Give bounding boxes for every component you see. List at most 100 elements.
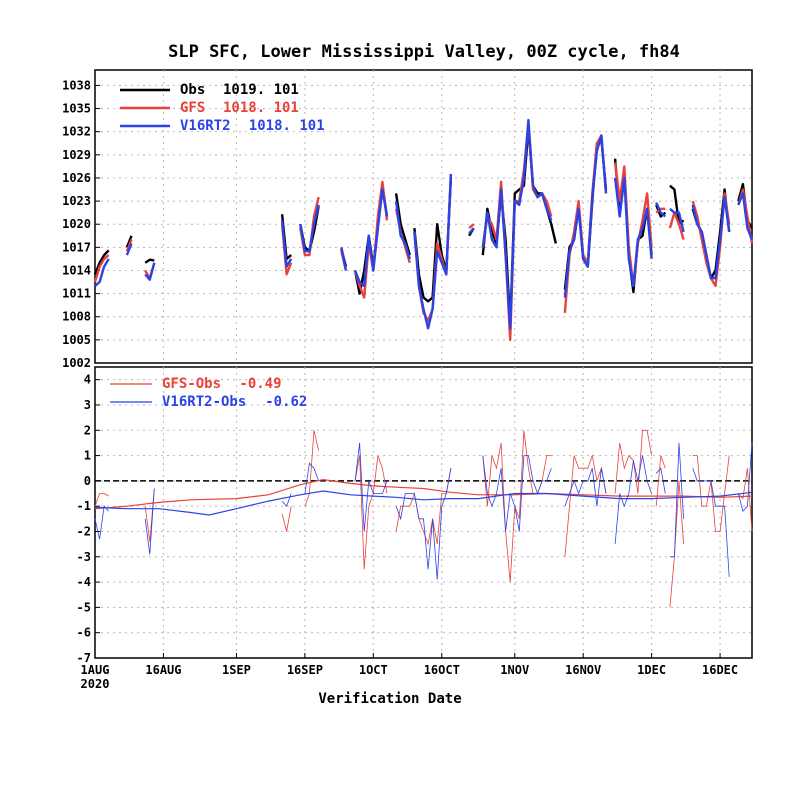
series-v16rt2-line: [353, 188, 389, 288]
series-obs-line: [481, 126, 557, 326]
top-panel-ytick-label: 1035: [62, 102, 91, 116]
top-panel-ytick-label: 1023: [62, 194, 91, 208]
xtick-label: 1DEC: [637, 663, 666, 677]
chart-title: SLP SFC, Lower Mississippi Valley, 00Z c…: [168, 42, 680, 62]
series-v16rt2-obs-daily-line: [669, 442, 684, 558]
series-gfs-line: [481, 122, 553, 342]
xtick-year-label: 2020: [81, 677, 110, 691]
bottom-panel: -7 -6 -5 -4 -3 -2 -1 0 1 2 3 4 GFS-Obs -0.49 V16RT2-Ob…: [77, 366, 753, 665]
series-v16rt2-obs-daily-line: [144, 488, 155, 555]
series-v16rt2-obs-daily-line: [354, 442, 388, 532]
series-obs-line: [413, 177, 453, 303]
legend-gfs-name: GFS: [180, 100, 205, 116]
series-v16rt2-line: [94, 258, 110, 287]
bottom-panel-ytick-label: -1: [77, 499, 91, 513]
series-v16rt2-obs-daily-line: [304, 462, 319, 494]
series-v16rt2-obs-daily-line: [395, 468, 452, 580]
bottom-panel-ytick-label: -6: [77, 626, 91, 640]
series-obs-line: [144, 258, 155, 264]
legend-v16rt2-value: 1018. 101: [249, 118, 325, 134]
top-panel-ytick-label: 1008: [62, 310, 91, 324]
xtick-label: 1AUG: [81, 663, 110, 677]
xtick-label: 1OCT: [359, 663, 388, 677]
series-gfs-obs-daily-line: [304, 430, 319, 507]
series-v16rt2-obs-daily-line: [94, 505, 109, 540]
series-obs-line: [125, 235, 133, 248]
legend-v16rt2-obs-name: V16RT2-Obs: [162, 394, 246, 410]
series-v16rt2-obs-mean-line: [94, 490, 753, 516]
top-panel-ytick-label: 1032: [62, 125, 91, 139]
series-v16rt2-line: [655, 202, 667, 218]
series-v16rt2-obs-daily-line: [482, 455, 552, 532]
series-v16rt2-line: [468, 227, 475, 235]
series-gfs-line: [668, 211, 685, 240]
xtick-label: 16AUG: [145, 663, 181, 677]
x-axis-label: Verification Date: [318, 691, 461, 707]
legend-gfs-obs-value: -0.49: [239, 376, 281, 392]
series-obs-line: [353, 184, 389, 295]
legend-v16rt2-name: V16RT2: [180, 118, 231, 134]
series-v16rt2-line: [737, 192, 754, 241]
series-v16rt2-obs-daily-line: [737, 442, 753, 513]
series-v16rt2-obs-daily-line: [281, 493, 292, 507]
top-panel-ytick-label: 1020: [62, 217, 91, 231]
series-v16rt2-line: [394, 200, 411, 260]
legend-obs-name: Obs: [180, 82, 205, 98]
xtick-label: 1NOV: [500, 663, 529, 677]
top-panel-ytick-label: 1029: [62, 148, 91, 162]
series-v16rt2-line: [144, 262, 156, 281]
top-panel-frame: [94, 69, 753, 364]
series-v16rt2-line: [340, 247, 348, 271]
series-gfs-line: [655, 207, 666, 214]
bottom-panel-ytick-label: 2: [84, 423, 91, 437]
series-obs-line: [93, 249, 110, 275]
top-panel-ytick-label: 1005: [62, 333, 91, 347]
legend-v16rt2-obs-value: -0.62: [265, 394, 307, 410]
top-panel-ytick-label: 1011: [62, 287, 91, 301]
xtick-label: 16SEP: [287, 663, 323, 677]
top-panel-ytick-label: 1038: [62, 78, 91, 92]
series-v16rt2-line: [613, 176, 653, 288]
series-v16rt2-obs-daily-line: [614, 455, 652, 545]
bottom-panel-ytick-label: -7: [77, 651, 91, 665]
top-panel-ytick-label: 1017: [62, 240, 91, 254]
series-gfs-obs-daily-line: [395, 468, 452, 546]
xtick-label: 16OCT: [424, 663, 460, 677]
series-obs-line: [613, 158, 653, 294]
legend-gfs-obs-name: GFS-Obs: [162, 376, 221, 392]
series-gfs-obs-daily-line: [354, 455, 388, 570]
series-v16rt2-line: [691, 196, 731, 280]
bottom-panel-frame: [94, 366, 753, 659]
bottom-panel-ytick-label: 1: [84, 449, 91, 463]
top-panel: 1002 1005 1008 1011 1014 1017 1020 1023 1026 1029…: [62, 69, 754, 370]
series-v16rt2-line: [563, 134, 608, 298]
top-panel-ytick-label: 1026: [62, 171, 91, 185]
series-v16rt2-obs-daily-line: [564, 468, 607, 507]
series-gfs-obs-daily-line: [281, 506, 292, 532]
series-gfs-line: [93, 254, 110, 283]
series-gfs-line: [125, 239, 133, 252]
legend-obs-value: 1019. 101: [223, 82, 299, 98]
bottom-panel-ytick-label: -2: [77, 524, 91, 538]
bottom-panel-ytick-label: -3: [77, 550, 91, 564]
series-v16rt2-obs-daily-line: [692, 468, 730, 578]
legend-gfs-value: 1018. 101: [223, 100, 299, 116]
bottom-panel-ytick-label: 4: [84, 373, 91, 387]
series-gfs-obs-daily-line: [482, 430, 552, 583]
series-v16rt2-line: [299, 204, 320, 253]
series-gfs-obs-daily-line: [94, 493, 109, 507]
series-gfs-obs-daily-line: [564, 454, 607, 557]
bottom-panel-ytick-label: -5: [77, 600, 91, 614]
series-v16rt2-obs-daily-line: [655, 467, 666, 494]
series-gfs-obs-mean-line: [94, 478, 753, 510]
series-v16rt2-line: [481, 118, 553, 330]
series-v16rt2-line: [669, 207, 685, 233]
bottom-panel-ytick-label: -4: [77, 575, 91, 589]
series-gfs-line: [468, 223, 475, 230]
xtick-label: 16DEC: [702, 663, 738, 677]
top-panel-ytick-label: 1002: [62, 356, 91, 370]
series-gfs-line: [613, 162, 653, 288]
bottom-panel-ytick-label: 0: [84, 474, 91, 488]
